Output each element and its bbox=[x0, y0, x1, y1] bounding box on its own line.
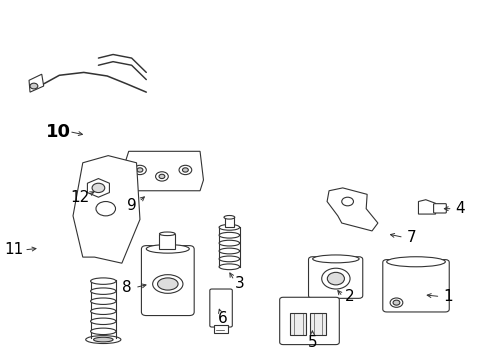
Circle shape bbox=[393, 300, 400, 305]
Circle shape bbox=[156, 172, 168, 181]
Polygon shape bbox=[73, 156, 140, 263]
Ellipse shape bbox=[219, 232, 240, 238]
Ellipse shape bbox=[91, 328, 116, 334]
FancyBboxPatch shape bbox=[383, 260, 449, 312]
Circle shape bbox=[92, 183, 105, 193]
Ellipse shape bbox=[86, 336, 121, 343]
Circle shape bbox=[390, 298, 403, 307]
Circle shape bbox=[159, 174, 165, 179]
Ellipse shape bbox=[94, 337, 113, 342]
Polygon shape bbox=[418, 200, 436, 214]
FancyBboxPatch shape bbox=[280, 297, 339, 345]
Circle shape bbox=[30, 83, 38, 89]
Circle shape bbox=[179, 165, 192, 175]
Bar bbox=[311, 313, 326, 335]
Polygon shape bbox=[327, 188, 378, 231]
Text: 5: 5 bbox=[308, 334, 317, 350]
Ellipse shape bbox=[387, 257, 445, 267]
Text: 8: 8 bbox=[122, 280, 132, 295]
Text: 6: 6 bbox=[218, 311, 228, 325]
Ellipse shape bbox=[327, 273, 344, 285]
Ellipse shape bbox=[158, 278, 178, 290]
FancyBboxPatch shape bbox=[142, 246, 194, 316]
Text: 10: 10 bbox=[46, 123, 71, 141]
Circle shape bbox=[137, 168, 143, 172]
FancyBboxPatch shape bbox=[434, 204, 446, 213]
Ellipse shape bbox=[219, 264, 240, 270]
Text: 2: 2 bbox=[345, 289, 355, 304]
Text: 3: 3 bbox=[235, 276, 245, 292]
FancyBboxPatch shape bbox=[309, 257, 363, 298]
Ellipse shape bbox=[219, 240, 240, 246]
Ellipse shape bbox=[91, 298, 116, 305]
Ellipse shape bbox=[224, 216, 235, 219]
Polygon shape bbox=[29, 74, 44, 92]
Text: 12: 12 bbox=[71, 190, 90, 206]
Circle shape bbox=[182, 168, 188, 172]
Ellipse shape bbox=[219, 256, 240, 262]
Bar bbox=[290, 313, 306, 335]
Ellipse shape bbox=[159, 232, 175, 235]
Text: 1: 1 bbox=[443, 289, 453, 304]
Bar bbox=[214, 325, 228, 333]
Ellipse shape bbox=[91, 278, 116, 284]
Text: 7: 7 bbox=[406, 230, 416, 245]
Ellipse shape bbox=[313, 255, 359, 263]
Ellipse shape bbox=[322, 268, 350, 289]
Polygon shape bbox=[125, 151, 203, 191]
Text: 11: 11 bbox=[5, 242, 24, 257]
Text: 4: 4 bbox=[455, 201, 465, 216]
FancyBboxPatch shape bbox=[210, 289, 232, 327]
Ellipse shape bbox=[91, 308, 116, 315]
Bar bbox=[159, 234, 175, 249]
Ellipse shape bbox=[147, 244, 189, 253]
Circle shape bbox=[342, 197, 353, 206]
Text: 9: 9 bbox=[127, 198, 137, 213]
Bar bbox=[225, 217, 234, 227]
Ellipse shape bbox=[219, 248, 240, 254]
Circle shape bbox=[134, 165, 147, 175]
Ellipse shape bbox=[91, 288, 116, 294]
Polygon shape bbox=[87, 179, 109, 197]
Circle shape bbox=[96, 202, 116, 216]
Ellipse shape bbox=[91, 318, 116, 324]
Ellipse shape bbox=[219, 225, 240, 230]
Ellipse shape bbox=[153, 275, 183, 293]
